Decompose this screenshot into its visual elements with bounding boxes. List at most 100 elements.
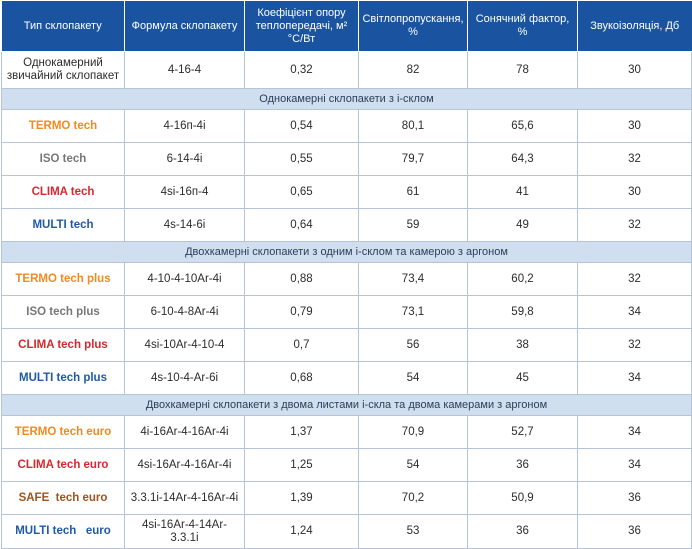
table-row: TERMO tech euro 4i-16Ar-4-16Ar-4i 1,37 70,9… <box>1 415 692 449</box>
cell-sound: 34 <box>577 361 692 395</box>
cell-light: 59 <box>358 208 468 242</box>
cell-resistance: 1,37 <box>244 415 359 449</box>
cell-solar: 78 <box>467 51 578 89</box>
section-header-row: Двохкамерні склопакети з двома листами i… <box>1 394 692 416</box>
cell-resistance: 1,25 <box>244 448 359 482</box>
header-solar: Сонячний фактор, % <box>467 1 578 52</box>
cell-light: 79,7 <box>358 142 468 176</box>
cell-resistance: 0,64 <box>244 208 359 242</box>
cell-sound: 36 <box>577 481 692 515</box>
cell-sound: 32 <box>577 142 692 176</box>
cell-solar: 52,7 <box>467 415 578 449</box>
cell-resistance: 0,88 <box>244 262 359 296</box>
cell-resistance: 0,7 <box>244 328 359 362</box>
cell-resistance: 0,79 <box>244 295 359 329</box>
cell-formula: 4si-10Ar-4-10-4 <box>124 328 245 362</box>
cell-type: CLIMA tech plus <box>1 328 125 362</box>
cell-light: 53 <box>358 514 468 549</box>
section-title: Однокамерні склопакети з i-склом <box>1 88 692 110</box>
cell-solar: 65,6 <box>467 109 578 143</box>
cell-formula: 4si-16Ar-4-16Ar-4i <box>124 448 245 482</box>
cell-type: TERMO tech plus <box>1 262 125 296</box>
header-resistance: Коефіцієнт опору теплопередачі, м² °С/Вт <box>244 1 359 52</box>
cell-light: 56 <box>358 328 468 362</box>
cell-solar: 64,3 <box>467 142 578 176</box>
cell-solar: 41 <box>467 175 578 209</box>
cell-sound: 32 <box>577 208 692 242</box>
cell-resistance: 0,68 <box>244 361 359 395</box>
cell-solar: 59,8 <box>467 295 578 329</box>
cell-sound: 32 <box>577 328 692 362</box>
cell-type: Однокамерний звичайний склопакет <box>1 51 125 89</box>
cell-type: TERMO tech <box>1 109 125 143</box>
section-header-row: Однокамерні склопакети з i-склом <box>1 88 692 110</box>
cell-sound: 34 <box>577 415 692 449</box>
table-row: MULTI tech euro 4si-16Ar-4-14Ar-3.3.1i 1,2… <box>1 514 692 549</box>
cell-light: 54 <box>358 361 468 395</box>
cell-light: 73,4 <box>358 262 468 296</box>
cell-light: 73,1 <box>358 295 468 329</box>
cell-formula: 4si-16Ar-4-14Ar-3.3.1i <box>124 514 245 549</box>
table-row: CLIMA tech 4si-16п-4 0,65 61 41 30 <box>1 175 692 209</box>
cell-formula: 4-10-4-10Ar-4i <box>124 262 245 296</box>
cell-solar: 36 <box>467 448 578 482</box>
cell-type: CLIMA tech <box>1 175 125 209</box>
table-row: ISO tech 6-14-4i 0,55 79,7 64,3 32 <box>1 142 692 176</box>
cell-light: 61 <box>358 175 468 209</box>
cell-resistance: 0,55 <box>244 142 359 176</box>
cell-light: 70,9 <box>358 415 468 449</box>
table-row: MULTI tech plus 4s-10-4-Ar-6i 0,68 54 45 34 <box>1 361 692 395</box>
section-header-row: Двохкамерні склопакети з одним i-склом т… <box>1 241 692 263</box>
cell-sound: 34 <box>577 448 692 482</box>
cell-formula: 4si-16п-4 <box>124 175 245 209</box>
cell-formula: 4s-10-4-Ar-6i <box>124 361 245 395</box>
table-row: TERMO tech plus 4-10-4-10Ar-4i 0,88 73,4 60,… <box>1 262 692 296</box>
cell-resistance: 1,39 <box>244 481 359 515</box>
cell-sound: 30 <box>577 109 692 143</box>
header-formula: Формула склопакету <box>124 1 245 52</box>
cell-type: TERMO tech euro <box>1 415 125 449</box>
cell-type: MULTI tech plus <box>1 361 125 395</box>
table-row: TERMO tech 4-16п-4i 0,54 80,1 65,6 30 <box>1 109 692 143</box>
header-light: Світлопропускання, % <box>358 1 468 52</box>
cell-light: 54 <box>358 448 468 482</box>
table-row: ISO tech plus 6-10-4-8Ar-4i 0,79 73,1 59,8 34 <box>1 295 692 329</box>
cell-formula: 3.3.1i-14Ar-4-16Ar-4i <box>124 481 245 515</box>
cell-type: SAFE tech euro <box>1 481 125 515</box>
cell-solar: 38 <box>467 328 578 362</box>
section-title: Двохкамерні склопакети з одним i-склом т… <box>1 241 692 263</box>
cell-sound: 34 <box>577 295 692 329</box>
header-sound: Звукоізоляція, Дб <box>577 1 692 52</box>
table-body: Однокамерний звичайний склопакет 4-16-4 … <box>1 51 692 549</box>
cell-solar: 49 <box>467 208 578 242</box>
table-row: Однокамерний звичайний склопакет 4-16-4 … <box>1 51 692 89</box>
cell-light: 70,2 <box>358 481 468 515</box>
cell-light: 80,1 <box>358 109 468 143</box>
cell-type: ISO tech <box>1 142 125 176</box>
section-title: Двохкамерні склопакети з двома листами i… <box>1 394 692 416</box>
cell-sound: 30 <box>577 175 692 209</box>
cell-formula: 4s-14-6i <box>124 208 245 242</box>
cell-light: 82 <box>358 51 468 89</box>
cell-resistance: 0,54 <box>244 109 359 143</box>
cell-solar: 60,2 <box>467 262 578 296</box>
cell-type: CLIMA tech euro <box>1 448 125 482</box>
cell-formula: 4-16-4 <box>124 51 245 89</box>
cell-formula: 6-10-4-8Ar-4i <box>124 295 245 329</box>
cell-solar: 36 <box>467 514 578 549</box>
cell-sound: 36 <box>577 514 692 549</box>
cell-type: MULTI tech <box>1 208 125 242</box>
cell-resistance: 0,32 <box>244 51 359 89</box>
table-row: CLIMA tech plus 4si-10Ar-4-10-4 0,7 56 38 32 <box>1 328 692 362</box>
cell-resistance: 1,24 <box>244 514 359 549</box>
cell-formula: 4i-16Ar-4-16Ar-4i <box>124 415 245 449</box>
cell-resistance: 0,65 <box>244 175 359 209</box>
header-row: Тип склопакету Формула склопакету Коефіц… <box>1 1 692 52</box>
table-row: CLIMA tech euro 4si-16Ar-4-16Ar-4i 1,25 54 3… <box>1 448 692 482</box>
cell-solar: 45 <box>467 361 578 395</box>
cell-type: MULTI tech euro <box>1 514 125 549</box>
cell-formula: 4-16п-4i <box>124 109 245 143</box>
header-type: Тип склопакету <box>1 1 125 52</box>
cell-type: ISO tech plus <box>1 295 125 329</box>
